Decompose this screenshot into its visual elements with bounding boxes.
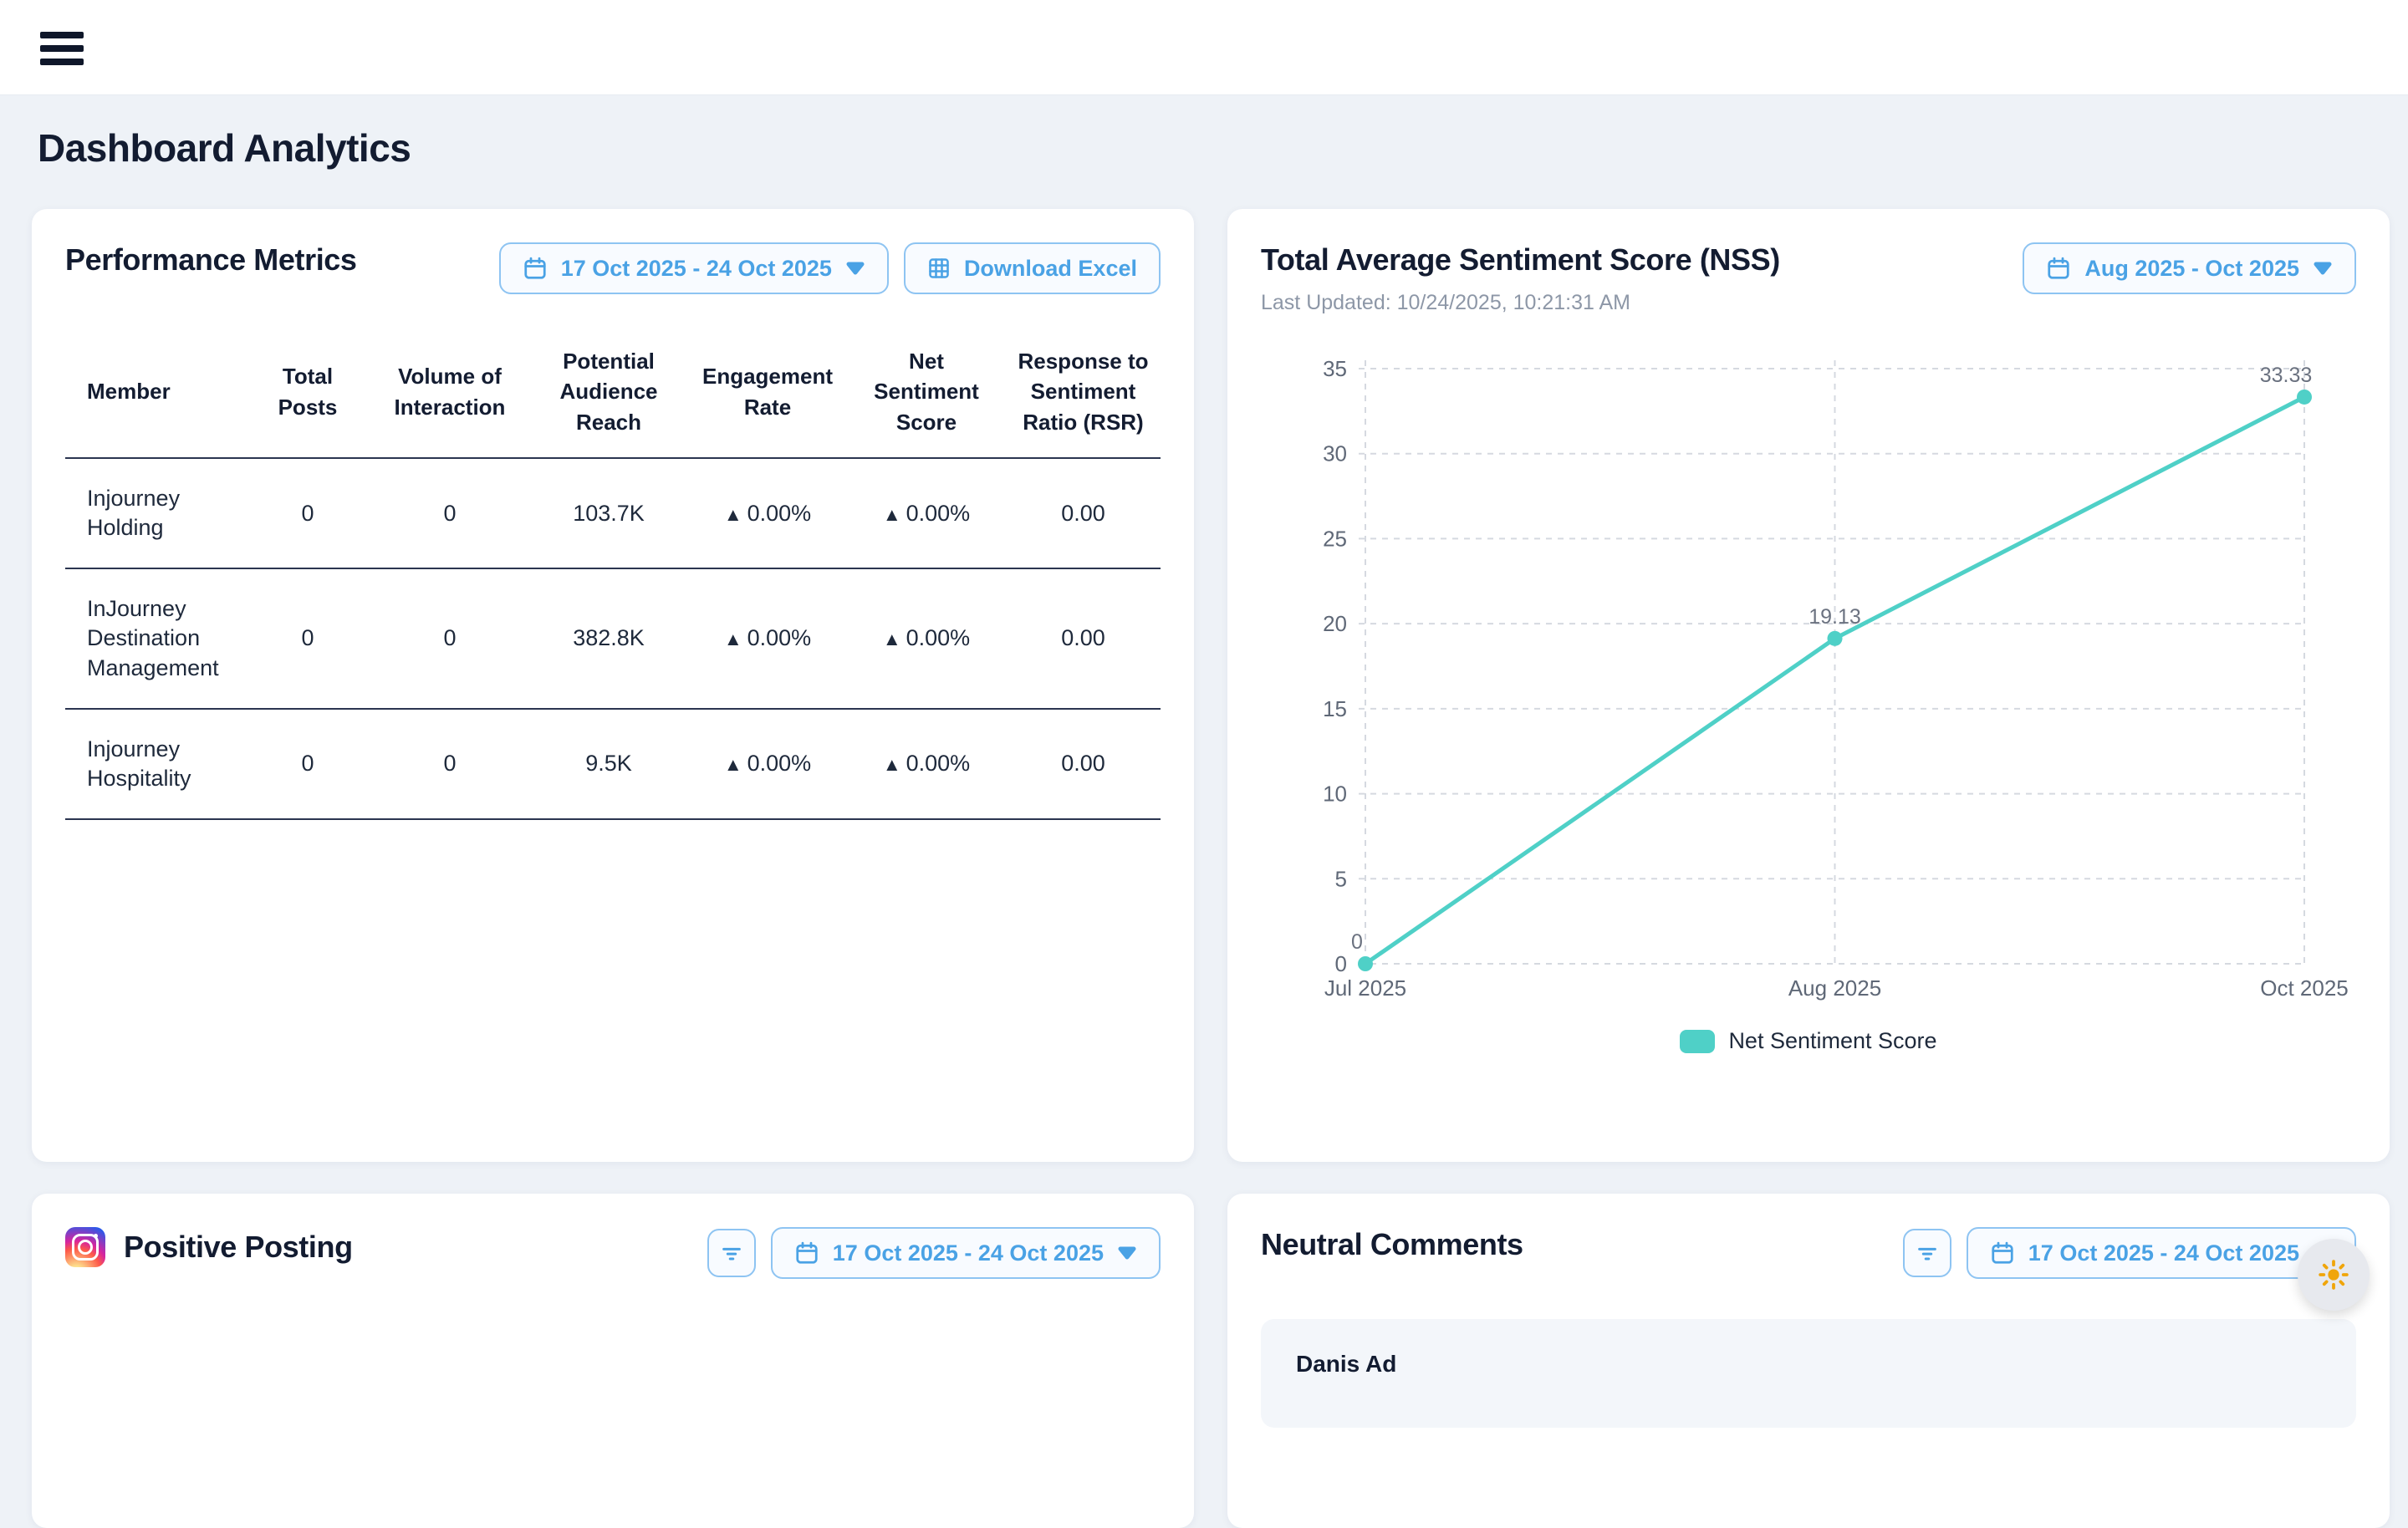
- up-triangle-icon: ▲: [723, 629, 742, 650]
- calendar-icon: [524, 257, 546, 279]
- up-triangle-icon: ▲: [723, 754, 742, 776]
- performance-date-range-label: 17 Oct 2025 - 24 Oct 2025: [560, 255, 832, 281]
- total-posts-value: 0: [245, 708, 370, 820]
- svg-text:19.13: 19.13: [1809, 605, 1861, 629]
- rsr-value: 0.00: [1006, 708, 1161, 820]
- performance-date-range-picker[interactable]: 17 Oct 2025 - 24 Oct 2025: [498, 242, 889, 294]
- col-total-posts: Total Posts: [245, 326, 370, 460]
- top-bar: [0, 0, 2408, 95]
- col-potential-reach: Potential Audience Reach: [529, 326, 688, 460]
- legend-swatch: [1680, 1029, 1716, 1053]
- table-row: Injourney Holding 0 0 103.7K ▲ 0.00% ▲ 0.0…: [65, 458, 1161, 570]
- col-rsr: Response to Sentiment Ratio (RSR): [1006, 326, 1161, 460]
- nss-date-range-picker[interactable]: Aug 2025 - Oct 2025: [2023, 242, 2356, 294]
- total-posts-value: 0: [245, 568, 370, 710]
- nss-last-updated: Last Updated: 10/24/2025, 10:21:31 AM: [1261, 291, 1631, 314]
- up-triangle-icon: ▲: [723, 503, 742, 525]
- chevron-down-icon: [846, 262, 865, 275]
- member-name: InJourney Destination Management: [65, 568, 245, 710]
- table-row: InJourney Destination Management 0 0 382…: [65, 568, 1161, 710]
- table-row: Injourney Hospitality 0 0 9.5K ▲ 0.00% ▲ 0…: [65, 708, 1161, 820]
- svg-text:20: 20: [1323, 611, 1347, 636]
- calendar-icon: [1992, 1241, 2013, 1264]
- net-sentiment-value: ▲ 0.00%: [847, 708, 1006, 820]
- svg-text:33.33: 33.33: [2260, 364, 2313, 387]
- chart-legend: Net Sentiment Score: [1261, 1028, 2356, 1054]
- page-title: Dashboard Analytics: [38, 126, 411, 170]
- svg-text:Jul 2025: Jul 2025: [1324, 975, 1406, 1001]
- up-triangle-icon: ▲: [882, 629, 901, 650]
- positive-filter-button[interactable]: [707, 1229, 756, 1277]
- col-member: Member: [65, 326, 245, 460]
- performance-table: Member Total Posts Volume of Interaction…: [65, 326, 1161, 820]
- positive-posting-title: Positive Posting: [124, 1230, 353, 1264]
- filter-icon: [722, 1247, 741, 1261]
- svg-text:10: 10: [1323, 782, 1347, 807]
- up-triangle-icon: ▲: [882, 503, 901, 525]
- positive-date-range-picker[interactable]: 17 Oct 2025 - 24 Oct 2025: [770, 1227, 1161, 1279]
- chevron-down-icon: [1118, 1246, 1136, 1260]
- svg-text:15: 15: [1323, 696, 1347, 721]
- total-posts-value: 0: [245, 458, 370, 570]
- svg-text:5: 5: [1335, 866, 1347, 891]
- reach-value: 9.5K: [529, 708, 688, 820]
- rsr-value: 0.00: [1006, 568, 1161, 710]
- nss-date-range-label: Aug 2025 - Oct 2025: [2084, 255, 2299, 281]
- neutral-comments-card: Neutral Comments 17 Oct 2025 - 24 Oct 20…: [1227, 1194, 2390, 1528]
- instagram-icon: [65, 1227, 105, 1267]
- neutral-comments-title: Neutral Comments: [1261, 1227, 1523, 1261]
- net-sentiment-value: ▲ 0.00%: [847, 568, 1006, 710]
- filter-icon: [1917, 1247, 1936, 1261]
- spreadsheet-grid-icon: [929, 258, 949, 278]
- svg-text:0: 0: [1351, 930, 1363, 954]
- member-name: Injourney Hospitality: [65, 708, 245, 820]
- sun-icon: [2319, 1260, 2349, 1290]
- hamburger-menu-icon[interactable]: [40, 32, 84, 65]
- nss-card: Total Average Sentiment Score (NSS) Last…: [1227, 209, 2390, 1162]
- positive-date-range-label: 17 Oct 2025 - 24 Oct 2025: [832, 1240, 1104, 1266]
- calendar-icon: [2048, 257, 2069, 279]
- neutral-date-range-label: 17 Oct 2025 - 24 Oct 2025: [2028, 1240, 2299, 1266]
- svg-text:35: 35: [1323, 356, 1347, 381]
- svg-text:30: 30: [1323, 441, 1347, 466]
- svg-text:0: 0: [1335, 951, 1347, 976]
- positive-posting-card: Positive Posting 17 Oct 2025 - 24 Oct 20…: [32, 1194, 1194, 1528]
- svg-text:Oct 2025: Oct 2025: [2260, 975, 2349, 1001]
- performance-card-title: Performance Metrics: [65, 242, 357, 277]
- neutral-filter-button[interactable]: [1902, 1229, 1951, 1277]
- performance-metrics-card: Performance Metrics 17 Oct 2025 - 24 Oct…: [32, 209, 1194, 1162]
- legend-label: Net Sentiment Score: [1728, 1028, 1937, 1053]
- svg-text:25: 25: [1323, 526, 1347, 551]
- download-excel-label: Download Excel: [963, 255, 1137, 281]
- nss-card-title: Total Average Sentiment Score (NSS): [1261, 242, 1780, 277]
- nss-line-chart: 0 5 10 15 20 25 30 35 Jul 2025 Aug 2025 Oct 2025 0 1…: [1261, 345, 2356, 1054]
- svg-text:Aug 2025: Aug 2025: [1788, 975, 1881, 1001]
- engagement-value: ▲ 0.00%: [688, 708, 847, 820]
- comment-item: Danis Ad: [1261, 1319, 2356, 1428]
- member-name: Injourney Holding: [65, 458, 245, 570]
- col-volume-interaction: Volume of Interaction: [370, 326, 529, 460]
- volume-value: 0: [370, 568, 529, 710]
- volume-value: 0: [370, 458, 529, 570]
- net-sentiment-value: ▲ 0.00%: [847, 458, 1006, 570]
- chevron-down-icon: [2314, 262, 2332, 275]
- up-triangle-icon: ▲: [882, 754, 901, 776]
- col-net-sentiment: Net Sentiment Score: [847, 326, 1006, 460]
- calendar-icon: [796, 1241, 818, 1264]
- download-excel-button[interactable]: Download Excel: [903, 242, 1161, 294]
- rsr-value: 0.00: [1006, 458, 1161, 570]
- reach-value: 382.8K: [529, 568, 688, 710]
- comment-author: Danis Ad: [1296, 1351, 1397, 1377]
- col-engagement-rate: Engagement Rate: [688, 326, 847, 460]
- engagement-value: ▲ 0.00%: [688, 458, 847, 570]
- neutral-date-range-picker[interactable]: 17 Oct 2025 - 24 Oct 2025: [1966, 1227, 2356, 1279]
- theme-toggle-button[interactable]: [2298, 1239, 2370, 1311]
- engagement-value: ▲ 0.00%: [688, 568, 847, 710]
- reach-value: 103.7K: [529, 458, 688, 570]
- volume-value: 0: [370, 708, 529, 820]
